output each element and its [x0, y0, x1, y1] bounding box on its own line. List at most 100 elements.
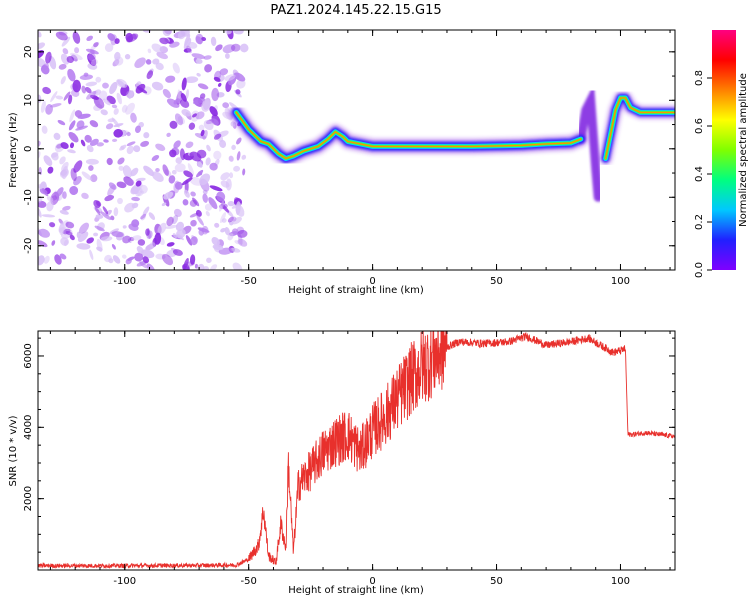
noise-blob: [135, 180, 142, 187]
snr-xlabel: Height of straight line (km): [288, 585, 424, 596]
noise-blob: [61, 36, 71, 47]
noise-blob: [198, 124, 205, 131]
noise-blob: [136, 246, 144, 254]
noise-blob: [93, 205, 103, 214]
noise-blob: [86, 237, 94, 244]
noise-blob: [85, 81, 98, 87]
noise-blob: [195, 58, 203, 64]
noise-blob: [235, 201, 241, 215]
spectrogram-frame: [37, 29, 676, 271]
noise-blob: [210, 36, 217, 47]
noise-blob: [219, 68, 229, 76]
spectrogram-xtick-label: -100: [113, 276, 136, 287]
noise-blob: [216, 92, 225, 98]
noise-blob: [129, 178, 135, 184]
noise-blob: [68, 94, 73, 105]
noise-blob: [164, 30, 173, 35]
noise-blob: [195, 209, 202, 217]
noise-blob: [149, 242, 156, 249]
noise-blob: [190, 191, 196, 197]
noise-blob: [111, 231, 124, 238]
noise-blob: [169, 120, 178, 129]
noise-blob: [102, 206, 109, 215]
noise-blob: [39, 188, 48, 195]
noise-blob: [68, 120, 76, 131]
spectrogram-xlabel: Height of straight line (km): [288, 285, 424, 296]
noise-blob: [209, 106, 218, 117]
noise-blob: [38, 240, 48, 248]
noise-blob: [172, 232, 178, 239]
noise-blob: [128, 223, 139, 231]
noise-blob: [69, 109, 76, 123]
noise-blob: [58, 63, 67, 70]
noise-blob: [224, 74, 236, 81]
snr-xtick-label: 0: [369, 576, 375, 587]
colorbar-tick-label: 0.2: [694, 214, 705, 230]
spectrogram-ytick-label: 10: [23, 94, 34, 107]
spectrogram-ytick-label: -10: [23, 189, 34, 205]
noise-blob: [151, 43, 164, 53]
noise-blob: [38, 228, 50, 238]
noise-blob: [66, 55, 74, 64]
noise-blob: [43, 255, 50, 264]
noise-blob: [241, 154, 247, 160]
noise-blob: [88, 165, 94, 171]
noise-blob: [100, 109, 108, 116]
noise-blob: [109, 81, 118, 95]
noise-blob: [135, 188, 143, 197]
ridge-secondary: [604, 97, 675, 160]
noise-blob: [219, 200, 225, 212]
noise-blob: [175, 157, 183, 164]
noise-blob: [53, 132, 61, 140]
noise-blob: [117, 157, 125, 165]
noise-blob: [211, 237, 220, 246]
noise-blob: [126, 141, 136, 147]
noise-blob: [199, 173, 211, 186]
noise-blob: [143, 132, 150, 139]
noise-blob: [98, 90, 108, 101]
noise-blob: [130, 167, 139, 177]
noise-blob: [227, 233, 234, 241]
noise-blob: [84, 134, 92, 143]
noise-blob: [201, 36, 207, 42]
noise-blob: [78, 222, 90, 234]
noise-blob: [205, 210, 210, 217]
noise-blob: [114, 56, 124, 66]
noise-blob: [185, 235, 193, 246]
noise-blob: [211, 87, 220, 102]
noise-blob: [38, 197, 43, 203]
noise-blob: [155, 168, 160, 172]
noise-blob: [60, 53, 70, 65]
noise-blob: [108, 182, 117, 190]
noise-blob: [40, 100, 46, 113]
noise-blob: [206, 257, 212, 264]
noise-blob: [38, 151, 41, 159]
noise-blob: [51, 240, 56, 246]
noise-blob: [183, 38, 192, 50]
noise-blob: [116, 79, 126, 88]
noise-blob: [60, 142, 69, 150]
noise-blob: [83, 72, 89, 77]
noise-blob: [227, 201, 235, 207]
noise-blob: [134, 57, 146, 68]
noise-blob: [94, 206, 101, 216]
colorbar-label: Normalized spectral amplitude: [738, 73, 749, 227]
noise-blob: [236, 79, 246, 89]
noise-blob: [165, 224, 178, 229]
noise-blob: [172, 214, 179, 225]
noise-blob: [63, 91, 71, 101]
noise-blob: [196, 215, 204, 226]
noise-blob: [184, 33, 191, 46]
noise-blob: [157, 222, 167, 235]
noise-blob: [72, 31, 81, 44]
spectrogram-ytick-label: 0: [23, 146, 34, 152]
noise-blob: [231, 216, 237, 222]
snr-ytick-label: 2000: [23, 486, 34, 511]
noise-blob: [87, 53, 96, 62]
snr-frame: [37, 330, 676, 571]
noise-blob: [77, 231, 89, 242]
noise-blob: [203, 55, 212, 60]
noise-blob: [171, 169, 177, 175]
noise-blob: [192, 113, 197, 118]
